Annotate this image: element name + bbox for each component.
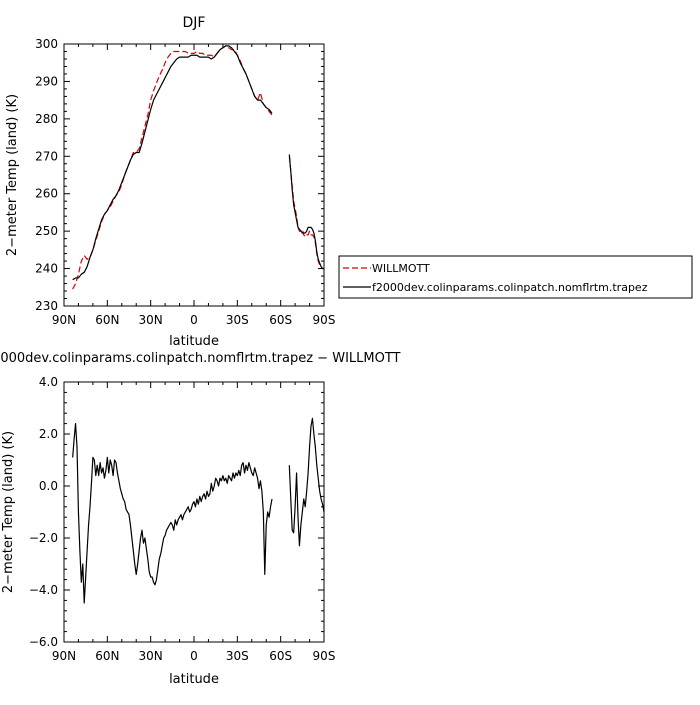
top-series-layer — [72, 45, 324, 290]
legend-label-willmott: WILLMOTT — [372, 262, 430, 275]
legend-label-model: f2000dev.colinparams.colinpatch.nomflrtm… — [372, 281, 648, 294]
x-tick-label: 60N — [95, 649, 119, 663]
x-tick-label: 90N — [52, 649, 76, 663]
x-tick-label: 30N — [139, 649, 163, 663]
y-tick-label: 280 — [35, 112, 58, 126]
series-line-willmott-segment-2 — [288, 156, 324, 270]
y-tick-label: 270 — [35, 149, 58, 163]
y-tick-label: 250 — [35, 224, 58, 238]
y-tick-label: 2.0 — [39, 427, 58, 441]
x-tick-label: 90S — [313, 649, 336, 663]
x-tick-label: 90S — [313, 313, 336, 327]
y-tick-label: 290 — [35, 74, 58, 88]
legend-box — [338, 255, 693, 299]
y-tick-label: 240 — [35, 262, 58, 276]
series-line-f2000dev-colinparams-col-segment-2 — [288, 154, 324, 270]
bottom-panel: f2000dev.colinparams.colinpatch.nomflrtm… — [0, 351, 401, 687]
bottom-plot-frame — [63, 381, 325, 643]
legend: WILLMOTT f2000dev.colinparams.colinpatch… — [338, 255, 693, 299]
y-tick-label: −2.0 — [29, 531, 58, 545]
series-line-willmott-segment-1 — [72, 45, 273, 290]
x-tick-label: 30S — [226, 649, 249, 663]
bottom-x-axis: 90N 60N 30N 0 30S 60S 90S — [52, 382, 336, 663]
x-tick-label: 30S — [226, 313, 249, 327]
y-tick-label: 230 — [35, 299, 58, 313]
series-line-f2000dev-colinparams-col-segment-1 — [72, 45, 273, 281]
y-tick-label: 300 — [35, 37, 58, 51]
bottom-chart-title: f2000dev.colinparams.colinpatch.nomflrtm… — [0, 351, 401, 366]
x-tick-label: 60S — [269, 313, 292, 327]
x-tick-label: 30N — [139, 313, 163, 327]
x-tick-label: 0 — [190, 313, 198, 327]
x-tick-label: 90N — [52, 313, 76, 327]
top-x-axis-label: latitude — [169, 334, 219, 349]
x-tick-label: 60S — [269, 649, 292, 663]
bottom-y-axis: −6.0 −4.0 −2.0 0.0 2.0 4.0 — [29, 375, 324, 649]
y-tick-label: −6.0 — [29, 635, 58, 649]
y-tick-label: 4.0 — [39, 375, 58, 389]
y-tick-label: −4.0 — [29, 583, 58, 597]
y-tick-label: 0.0 — [39, 479, 58, 493]
bottom-x-axis-label: latitude — [169, 672, 219, 687]
series-line-difference-segment-1 — [72, 423, 273, 604]
series-line-difference-segment-2 — [288, 417, 325, 547]
top-panel: DJF 230 240 250 260 270 280 290 300 90N 60N 30N 0 3… — [5, 15, 335, 349]
top-chart-title: DJF — [183, 15, 206, 31]
top-x-axis: 90N 60N 30N 0 30S 60S 90S — [52, 44, 336, 327]
bottom-y-axis-label: 2−meter Temp (land) (K) — [1, 431, 16, 593]
x-tick-label: 60N — [95, 313, 119, 327]
top-y-axis-label: 2−meter Temp (land) (K) — [5, 94, 20, 256]
x-tick-label: 0 — [190, 649, 198, 663]
top-y-axis: 230 240 250 260 270 280 290 300 — [35, 37, 324, 313]
y-tick-label: 260 — [35, 187, 58, 201]
bottom-series-layer — [72, 417, 325, 604]
top-plot-frame — [63, 43, 325, 307]
